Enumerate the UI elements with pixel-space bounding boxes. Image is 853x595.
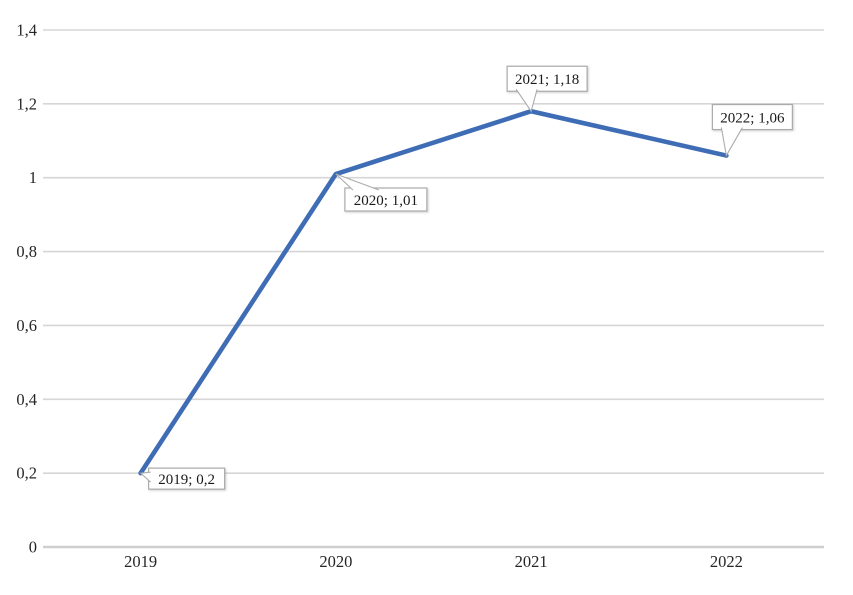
data-label-leader-outline xyxy=(139,471,151,483)
y-tick-label: 0,2 xyxy=(16,464,37,483)
y-tick-label: 1,4 xyxy=(16,21,37,40)
data-label-leader-outline xyxy=(515,88,538,113)
x-tick-label: 2020 xyxy=(319,552,352,571)
data-label-leader-outline xyxy=(335,173,380,191)
y-tick-label: 0,6 xyxy=(16,316,37,335)
y-tick-label: 1,2 xyxy=(16,94,37,113)
y-tick-label: 0,8 xyxy=(16,242,37,261)
data-label-box xyxy=(506,65,588,92)
data-label-leader-outline xyxy=(720,127,743,158)
y-tick-label: 1 xyxy=(29,168,37,187)
data-label-leader-fill xyxy=(721,127,743,156)
x-tick-label: 2021 xyxy=(515,552,548,571)
data-label-text: 2019; 0,2 xyxy=(158,472,215,488)
data-label-leader-fill xyxy=(516,89,538,112)
y-tick-label: 0 xyxy=(29,538,37,557)
data-label-text: 2021; 1,18 xyxy=(515,72,579,88)
data-label-text: 2020; 1,01 xyxy=(354,193,418,209)
series-line xyxy=(138,108,729,476)
data-label-box xyxy=(344,187,428,212)
y-tick-label: 0,4 xyxy=(16,390,37,409)
data-label-text: 2022; 1,06 xyxy=(720,111,785,127)
x-tick-label: 2019 xyxy=(124,552,157,571)
x-tick-label: 2022 xyxy=(710,552,743,571)
data-label-box xyxy=(711,103,793,131)
